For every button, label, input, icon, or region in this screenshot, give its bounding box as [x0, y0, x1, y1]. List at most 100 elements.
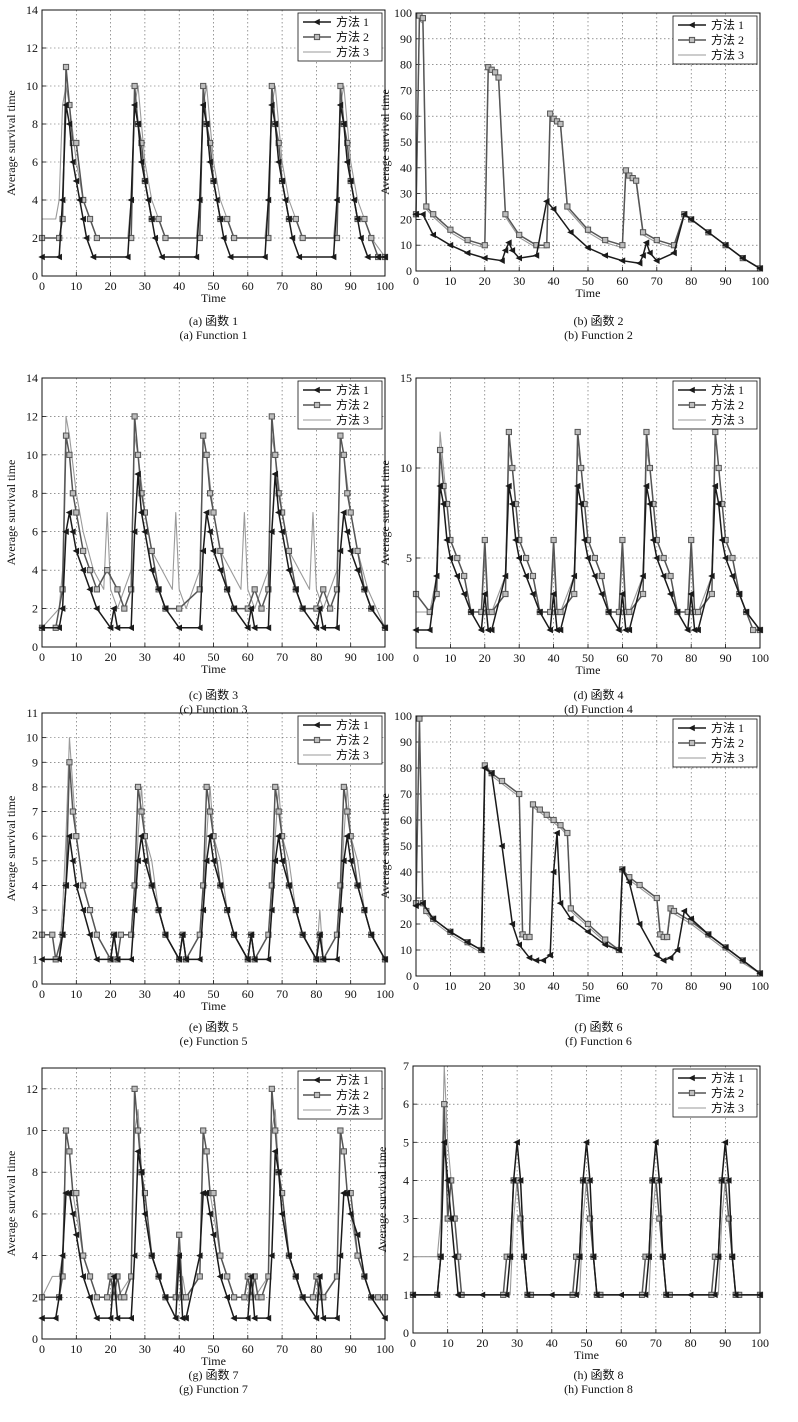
data-point-series-2 — [73, 139, 80, 147]
data-point-series-1 — [278, 177, 285, 185]
data-point-series-1 — [206, 1210, 213, 1218]
y-tick-label: 2 — [403, 1250, 409, 1264]
data-point-series-1 — [635, 259, 643, 267]
plot-frame — [415, 377, 761, 649]
x-tick-label: 70 — [276, 279, 288, 293]
data-point-series-1 — [454, 1291, 461, 1299]
x-tick-label: 70 — [276, 1342, 288, 1356]
data-point-series-1 — [127, 196, 134, 204]
data-point-series-1 — [478, 1291, 486, 1299]
x-tick-label: 60 — [242, 987, 254, 1001]
data-point-series-1 — [350, 196, 357, 204]
data-point-series-1 — [481, 764, 488, 772]
data-point-series-2 — [327, 605, 334, 612]
data-point-series-2 — [292, 215, 299, 223]
x-tick-label: 60 — [616, 651, 628, 665]
data-point-series-2 — [275, 490, 282, 497]
data-point-series-2 — [86, 215, 94, 223]
data-point-series-1 — [209, 177, 217, 185]
data-point-series-2 — [347, 509, 354, 516]
y-tick-label: 10 — [26, 448, 38, 462]
x-tick-label: 80 — [310, 987, 322, 1001]
y-tick-label: 7 — [403, 1059, 409, 1073]
x-tick-label: 70 — [651, 274, 663, 288]
data-point-series-1 — [440, 1138, 448, 1146]
data-point-series-2 — [121, 605, 128, 612]
data-point-series-2 — [516, 231, 523, 238]
data-point-series-1 — [62, 101, 69, 109]
data-point-series-2 — [578, 464, 585, 472]
y-tick-label: 10 — [400, 943, 412, 957]
data-point-series-2 — [62, 432, 70, 439]
data-point-series-2 — [73, 1189, 80, 1197]
data-point-series-2 — [694, 608, 702, 616]
data-point-series-1 — [299, 1294, 306, 1301]
data-point-series-2 — [206, 139, 214, 147]
x-tick-label: 60 — [242, 279, 254, 293]
y-tick-label: 50 — [400, 839, 412, 853]
data-point-series-1 — [501, 247, 509, 254]
data-point-series-1 — [694, 626, 701, 634]
data-point-series-1 — [343, 158, 351, 166]
legend-label-1: 方法 1 — [336, 717, 369, 732]
data-point-series-1 — [523, 1291, 531, 1299]
data-point-series-1 — [55, 624, 62, 632]
data-point-series-1 — [312, 1314, 320, 1322]
data-point-series-1 — [58, 196, 66, 204]
data-point-series-1 — [285, 882, 292, 889]
data-point-series-1 — [505, 482, 512, 490]
data-point-series-2 — [251, 586, 258, 593]
legend-marker-2 — [688, 401, 696, 409]
y-tick-label: 80 — [400, 761, 412, 775]
data-point-series-1 — [158, 253, 165, 261]
y-tick-label: 6 — [32, 829, 38, 843]
data-point-series-2 — [200, 882, 207, 889]
data-point-series-2 — [505, 428, 512, 436]
y-tick-label: 5 — [406, 551, 412, 565]
data-point-series-2 — [182, 1294, 190, 1301]
data-point-series-1 — [646, 500, 653, 508]
y-tick-label: 90 — [400, 32, 412, 46]
data-point-series-1 — [714, 1253, 722, 1261]
data-point-series-2 — [715, 464, 722, 472]
x-tick-label: 90 — [345, 279, 357, 293]
data-point-series-2 — [203, 451, 210, 458]
x-tick-label: 40 — [548, 979, 560, 993]
data-point-series-1 — [501, 572, 509, 580]
data-point-series-1 — [498, 842, 505, 850]
data-point-series-1 — [113, 1314, 121, 1322]
data-point-series-2 — [447, 226, 454, 233]
y-tick-label: 8 — [32, 117, 38, 131]
plot-frame — [41, 1067, 386, 1340]
data-point-series-1 — [319, 624, 327, 632]
y-tick-label: 12 — [26, 409, 38, 423]
x-tick-label: 60 — [242, 650, 254, 664]
data-point-series-2 — [660, 554, 667, 562]
y-tick-label: 70 — [400, 83, 412, 97]
y-axis-label: Average survival time — [378, 89, 392, 195]
data-point-series-1 — [268, 1252, 275, 1259]
data-point-series-2 — [49, 931, 56, 938]
y-tick-label: 6 — [403, 1097, 409, 1111]
data-point-series-2 — [626, 608, 633, 616]
data-point-series-1 — [137, 1168, 145, 1176]
data-point-series-1 — [93, 956, 100, 963]
data-point-series-1 — [340, 120, 347, 128]
data-point-series-1 — [580, 536, 588, 544]
legend: 方法 1方法 2方法 3 — [672, 380, 758, 430]
data-point-series-1 — [288, 234, 296, 242]
data-point-series-1 — [539, 957, 547, 964]
y-tick-label: 6 — [32, 155, 38, 169]
data-point-series-1 — [347, 857, 354, 865]
data-point-series-1 — [529, 590, 536, 598]
x-tick-label: 100 — [751, 651, 769, 665]
data-point-series-1 — [662, 1291, 670, 1299]
data-point-series-2 — [639, 590, 647, 598]
data-point-series-2 — [59, 1273, 66, 1280]
data-point-series-1 — [220, 234, 227, 242]
x-tick-label: 80 — [310, 279, 322, 293]
data-point-series-2 — [224, 1273, 231, 1280]
y-tick-label: 0 — [32, 269, 38, 283]
data-point-series-2 — [602, 936, 609, 943]
plot-frame — [415, 12, 761, 272]
